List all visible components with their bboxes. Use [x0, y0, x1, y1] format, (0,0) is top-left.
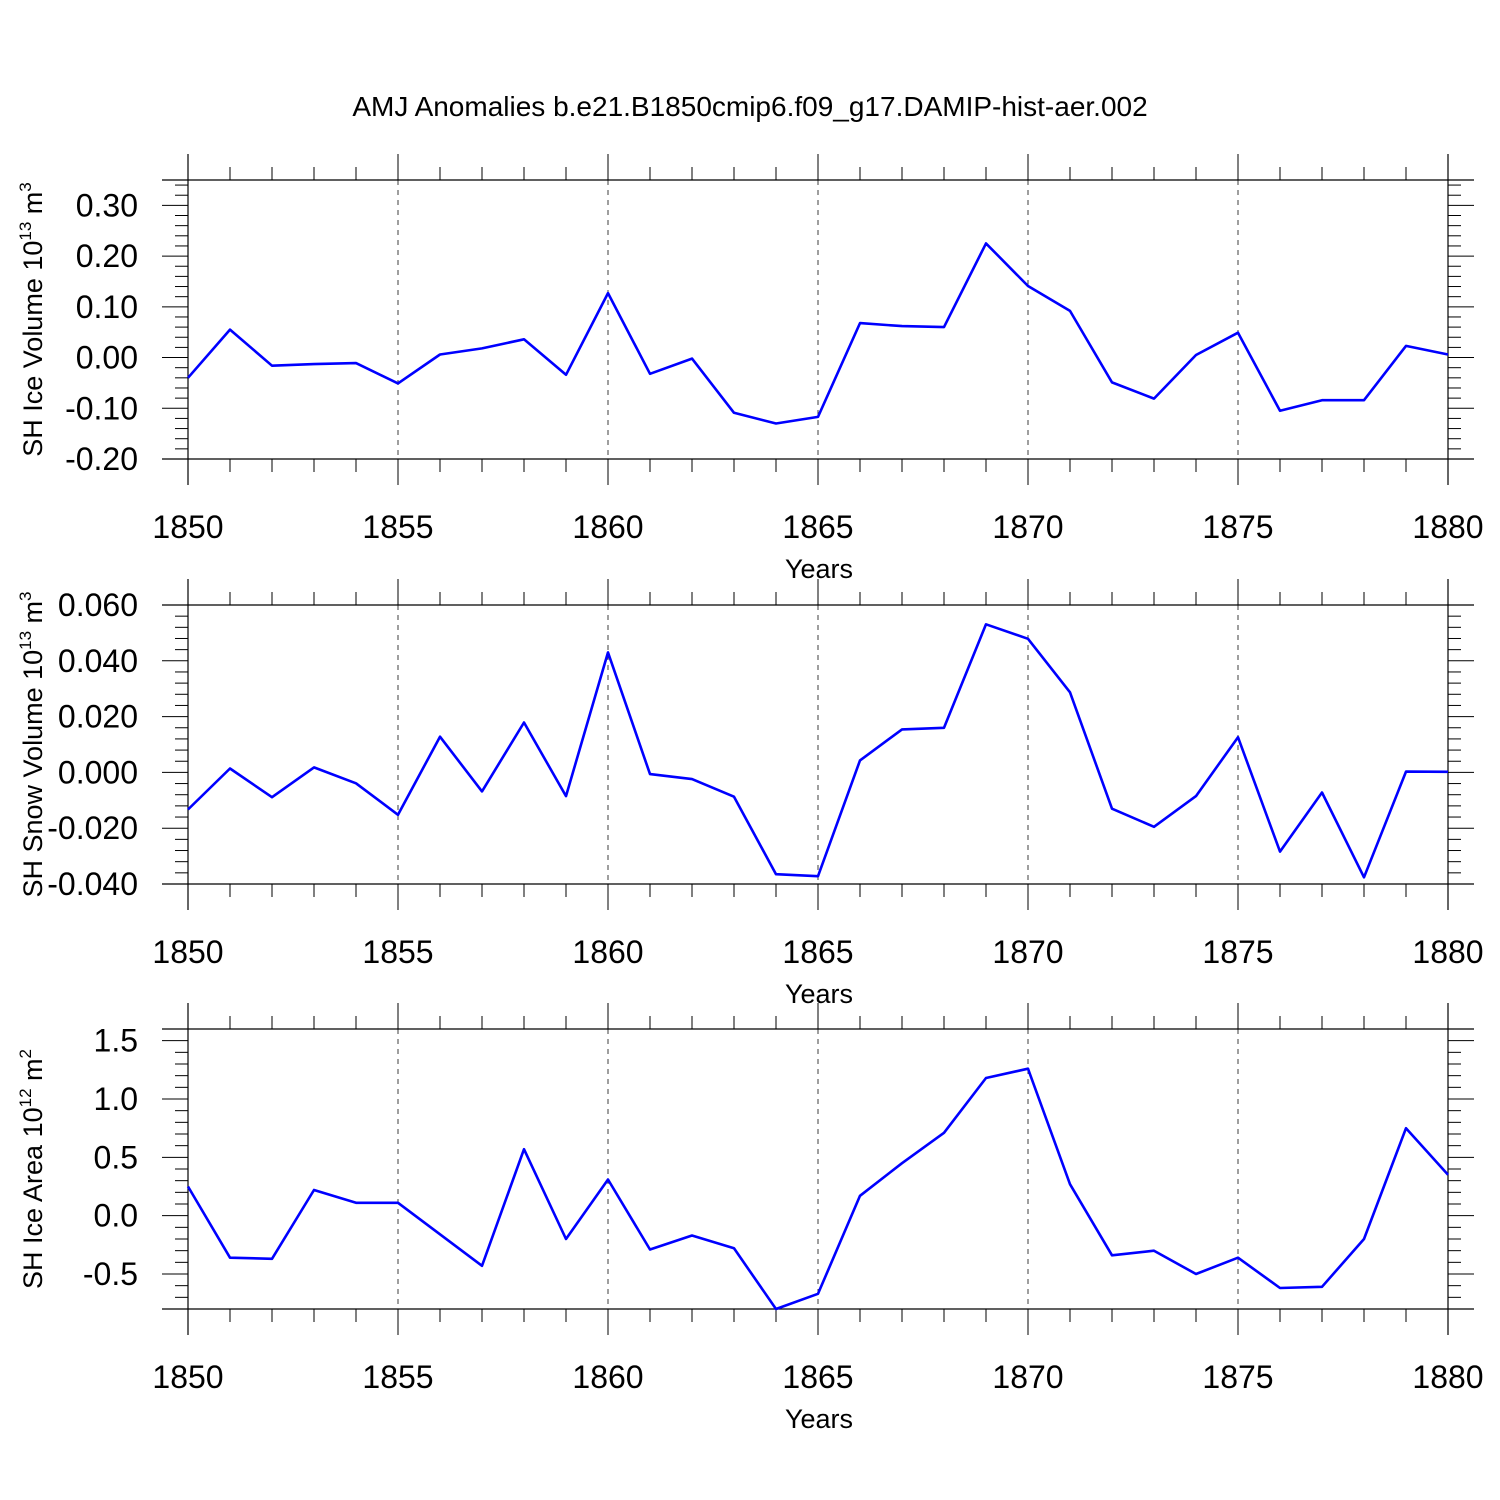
y-tick-label: -0.10: [65, 390, 138, 426]
x-tick-label: 1855: [362, 1359, 433, 1395]
y-tick-label: 0.5: [94, 1139, 138, 1175]
x-tick-label: 1855: [362, 934, 433, 970]
x-tick-label: 1860: [572, 509, 643, 545]
x-tick-label: 1880: [1412, 934, 1483, 970]
x-axis-label: Years: [785, 1404, 853, 1434]
x-tick-label: 1860: [572, 934, 643, 970]
figure-title: AMJ Anomalies b.e21.B1850cmip6.f09_g17.D…: [352, 91, 1147, 122]
y-tick-label: 0.060: [58, 587, 138, 623]
x-tick-label: 1850: [152, 1359, 223, 1395]
y-tick-label: 0.020: [58, 699, 138, 735]
panels: -0.20 -0.10 0.00 0.10 0.20 0.30 1850 1855 1860 18…: [16, 154, 1484, 1434]
x-tick-label: 1865: [782, 509, 853, 545]
series-line-sh-snow-volume: [187, 622, 1449, 879]
y-axis-label: SH Ice Volume 1013 m3: [16, 182, 48, 457]
x-tick-label: 1865: [782, 1359, 853, 1395]
y-tick-label: 0.10: [76, 289, 138, 325]
x-tick-label: 1880: [1412, 509, 1483, 545]
x-tick-label: 1850: [152, 509, 223, 545]
y-tick-label: 0.040: [58, 643, 138, 679]
panel-1: -0.20 -0.10 0.00 0.10 0.20 0.30 1850 1855 1860 18…: [16, 154, 1484, 584]
y-tick-label: 0.20: [76, 238, 138, 274]
series-line-sh-ice-area: [186, 1067, 1449, 1311]
y-axis-label: SH Snow Volume 1013 m3: [16, 591, 48, 897]
x-tick-label: 1855: [362, 509, 433, 545]
x-tick-label: 1870: [992, 509, 1063, 545]
x-tick-label: 1875: [1202, 1359, 1273, 1395]
y-tick-label: 0.30: [76, 187, 138, 223]
x-tick-label: 1870: [992, 934, 1063, 970]
x-tick-label: 1850: [152, 934, 223, 970]
x-tick-label: 1875: [1202, 934, 1273, 970]
x-axis-label: Years: [785, 979, 853, 1009]
x-tick-label: 1865: [782, 934, 853, 970]
x-tick-label: 1875: [1202, 509, 1273, 545]
panel-2: -0.040 -0.020 0.000 0.020 0.040 0.060 1850 1855…: [16, 579, 1484, 1009]
series-line-sh-ice-volume: [187, 242, 1449, 425]
panel-3: -0.5 0.0 0.5 1.0 1.5 1850 1855 1860 1865 1870 1875…: [16, 1003, 1484, 1434]
y-tick-label: 1.5: [94, 1023, 138, 1059]
y-tick-label: 0.000: [58, 754, 138, 790]
x-tick-label: 1880: [1412, 1359, 1483, 1395]
y-tick-label: -0.20: [65, 441, 138, 477]
x-axis-label: Years: [785, 554, 853, 584]
y-tick-label: 0.00: [76, 340, 138, 376]
x-tick-label: 1860: [572, 1359, 643, 1395]
y-tick-label: -0.5: [83, 1256, 138, 1292]
y-tick-label: -0.020: [47, 810, 138, 846]
y-tick-label: 1.0: [94, 1081, 138, 1117]
y-tick-label: -0.040: [47, 866, 138, 902]
y-axis-label: SH Ice Area 1012 m2: [16, 1049, 48, 1289]
y-tick-label: 0.0: [94, 1198, 138, 1234]
x-tick-label: 1870: [992, 1359, 1063, 1395]
